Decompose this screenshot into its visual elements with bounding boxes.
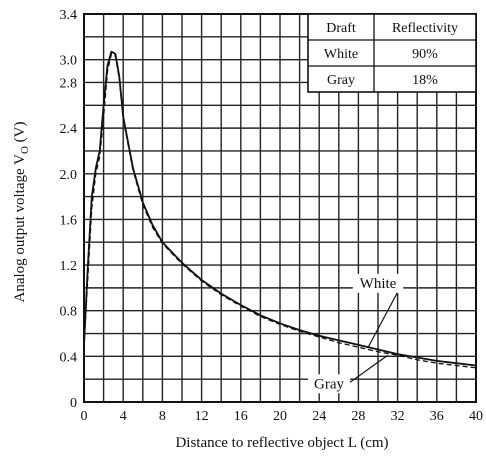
x-axis-title: Distance to reflective object L (cm): [175, 435, 388, 451]
y-tick-label: 2.4: [60, 122, 78, 137]
x-tick-label: 20: [273, 409, 287, 424]
x-tick-label: 40: [469, 409, 483, 424]
x-tick-label: 0: [81, 409, 88, 424]
y-tick-label: 3.4: [60, 8, 78, 23]
annotation-label-gray: Gray: [314, 376, 344, 392]
y-tick-label: 0.4: [60, 350, 78, 365]
y-tick-label: 0.8: [60, 305, 78, 320]
annotation-bg: [352, 273, 404, 293]
annotation-bg: [308, 374, 350, 394]
x-tick-label: 8: [159, 409, 166, 424]
annotation-leader-gray: [349, 354, 389, 383]
series-line-white: [83, 50, 477, 367]
x-tick-label: 32: [391, 409, 405, 424]
curves: [83, 50, 477, 369]
y-tick-label: 2.8: [60, 76, 78, 91]
y-axis-title-main: Analog output voltage V: [12, 154, 28, 303]
legend-cell: White: [324, 47, 358, 62]
annotation-label-white: White: [360, 276, 397, 292]
y-tick-label: 3.0: [60, 54, 78, 69]
x-tick-label: 36: [430, 409, 444, 424]
y-axis-title: Analog output voltage VO (V): [12, 122, 31, 303]
legend-table: Draft Reflectivity White 90% Gray 18%: [307, 13, 477, 93]
y-axis-title-unit: (V): [12, 122, 28, 143]
legend-header-cell: Draft: [326, 21, 356, 36]
legend-table-box: [307, 13, 477, 93]
tick-labels: 0 4 8 12 16 20 24 28 32 36 40 0 0.4 0.8 1.2 1.6 2.0 2.4 2.…: [60, 8, 484, 424]
x-tick-label: 16: [234, 409, 248, 424]
y-axis-title-subscript: O: [19, 146, 31, 154]
series-line-gray: [83, 53, 477, 369]
plot-frame: [83, 13, 477, 403]
y-tick-label: 2.0: [60, 168, 78, 183]
legend-cell: Gray: [327, 73, 355, 88]
legend-cell: 18%: [412, 73, 438, 88]
x-tick-label: 4: [120, 409, 127, 424]
x-tick-label: 12: [195, 409, 209, 424]
legend-header-cell: Reflectivity: [392, 21, 458, 36]
y-tick-label: 0: [70, 396, 77, 411]
annotations: White Gray: [308, 273, 404, 394]
y-tick-label: 1.6: [60, 213, 78, 228]
axes: [83, 13, 477, 403]
annotation-leader-white: [367, 292, 398, 348]
y-tick-label: 1.2: [60, 259, 78, 274]
legend-cell: 90%: [412, 47, 438, 62]
x-tick-label: 24: [312, 409, 326, 424]
x-tick-label: 28: [351, 409, 365, 424]
